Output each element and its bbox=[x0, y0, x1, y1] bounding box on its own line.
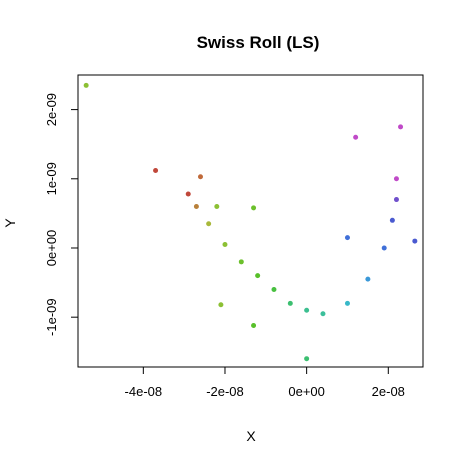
data-point bbox=[83, 82, 89, 88]
data-point bbox=[365, 276, 371, 282]
x-axis: -4e-08 -2e-08 0e+00 2e-08 bbox=[125, 366, 405, 399]
y-tick-label: 1e-09 bbox=[44, 162, 59, 195]
x-axis-label: X bbox=[246, 428, 256, 444]
data-point bbox=[197, 174, 203, 180]
y-tick-label: 2e-09 bbox=[44, 93, 59, 126]
x-tick-label: 0e+00 bbox=[288, 384, 325, 399]
data-point bbox=[398, 124, 404, 130]
y-axis: -1e-09 0e+00 1e-09 2e-09 bbox=[44, 93, 79, 336]
data-point bbox=[412, 238, 418, 244]
data-point bbox=[393, 197, 399, 203]
data-point bbox=[287, 300, 293, 306]
data-point bbox=[320, 311, 326, 317]
data-points bbox=[83, 82, 418, 362]
y-tick-label: 0e+00 bbox=[44, 230, 59, 267]
plot-frame bbox=[77, 74, 424, 368]
x-tick-label: -4e-08 bbox=[125, 384, 163, 399]
data-point bbox=[393, 176, 399, 182]
data-point bbox=[381, 245, 387, 251]
data-point bbox=[251, 205, 257, 211]
data-point bbox=[193, 203, 199, 209]
chart-title: Swiss Roll (LS) bbox=[197, 33, 320, 52]
y-tick-label: -1e-09 bbox=[44, 298, 59, 336]
data-point bbox=[251, 322, 257, 328]
data-point bbox=[222, 242, 228, 248]
data-point bbox=[344, 235, 350, 241]
data-point bbox=[214, 203, 220, 209]
data-point bbox=[238, 259, 244, 265]
data-point bbox=[271, 287, 277, 293]
data-point bbox=[304, 356, 310, 362]
x-tick-label: -2e-08 bbox=[206, 384, 244, 399]
data-point bbox=[255, 273, 261, 279]
data-point bbox=[304, 307, 310, 313]
data-point bbox=[389, 217, 395, 223]
data-point bbox=[344, 300, 350, 306]
y-axis-label: Y bbox=[2, 218, 18, 228]
data-point bbox=[153, 167, 159, 173]
data-point bbox=[218, 302, 224, 308]
data-point bbox=[353, 134, 359, 140]
x-tick-label: 2e-08 bbox=[372, 384, 405, 399]
data-point bbox=[185, 191, 191, 197]
data-point bbox=[206, 221, 212, 227]
